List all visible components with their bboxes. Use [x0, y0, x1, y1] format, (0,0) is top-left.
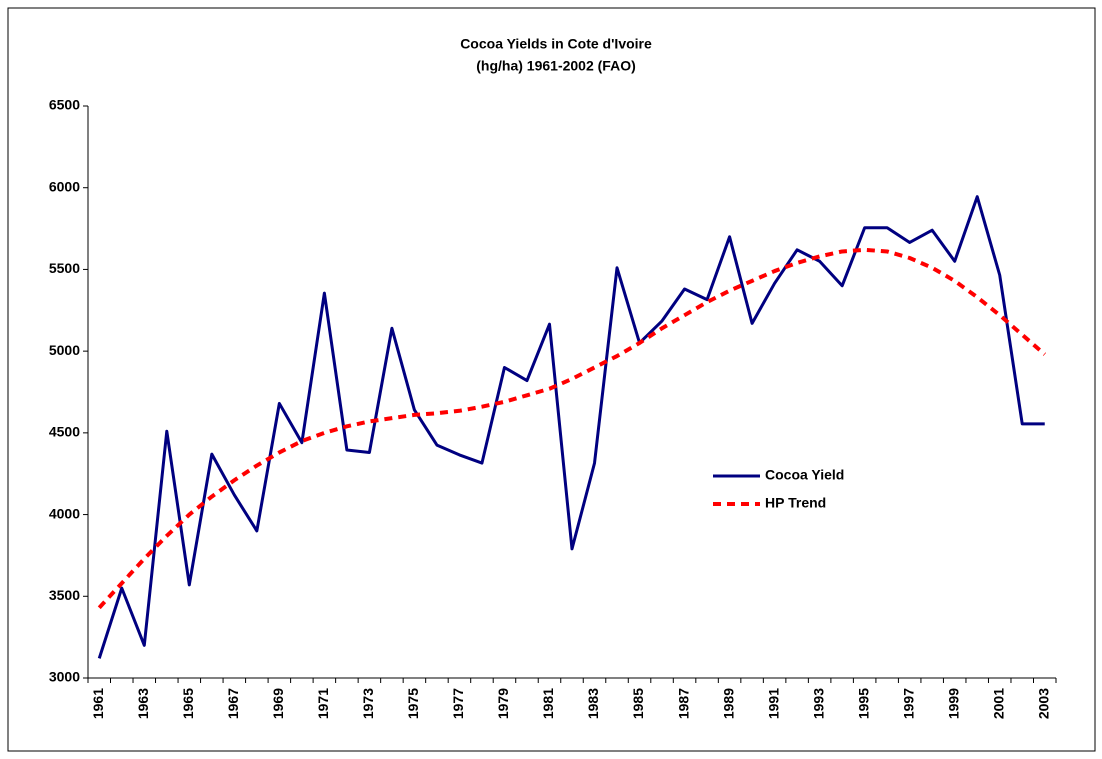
legend-label: HP Trend	[765, 495, 826, 511]
x-tick-label: 2001	[990, 688, 1006, 719]
y-tick-label: 3500	[49, 587, 80, 603]
y-tick-label: 3000	[49, 669, 80, 685]
x-tick-label: 1983	[585, 688, 601, 719]
x-tick-label: 2003	[1035, 688, 1051, 719]
x-tick-label: 1997	[900, 688, 916, 719]
y-tick-label: 5500	[49, 260, 80, 276]
x-tick-label: 1961	[90, 688, 106, 719]
x-tick-label: 1973	[360, 688, 376, 719]
chart-title: Cocoa Yields in Cote d'Ivoire	[460, 36, 652, 52]
x-tick-label: 1971	[315, 688, 331, 719]
y-tick-label: 4000	[49, 505, 80, 521]
x-tick-label: 1993	[810, 688, 826, 719]
x-tick-label: 1981	[540, 688, 556, 719]
x-tick-label: 1999	[945, 688, 961, 719]
x-tick-label: 1975	[405, 688, 421, 719]
x-tick-label: 1967	[225, 688, 241, 719]
x-tick-label: 1969	[270, 688, 286, 719]
y-tick-label: 6000	[49, 178, 80, 194]
series-line	[97, 247, 1047, 610]
x-tick-label: 1987	[675, 688, 691, 719]
x-tick-label: 1991	[765, 688, 781, 719]
x-tick-label: 1963	[135, 688, 151, 719]
legend-label: Cocoa Yield	[765, 467, 844, 483]
chart-border	[7, 7, 1096, 752]
x-tick-label: 1977	[450, 688, 466, 719]
y-tick-label: 5000	[49, 342, 80, 358]
x-tick-label: 1995	[855, 688, 871, 719]
x-tick-label: 1979	[495, 688, 511, 719]
series-line	[97, 195, 1045, 659]
x-tick-label: 1989	[720, 688, 736, 719]
chart-subtitle: (hg/ha) 1961-2002 (FAO)	[476, 58, 636, 74]
y-tick-label: 4500	[49, 424, 80, 440]
x-tick-label: 1965	[180, 688, 196, 719]
x-tick-label: 1985	[630, 688, 646, 719]
y-tick-label: 6500	[49, 97, 80, 113]
